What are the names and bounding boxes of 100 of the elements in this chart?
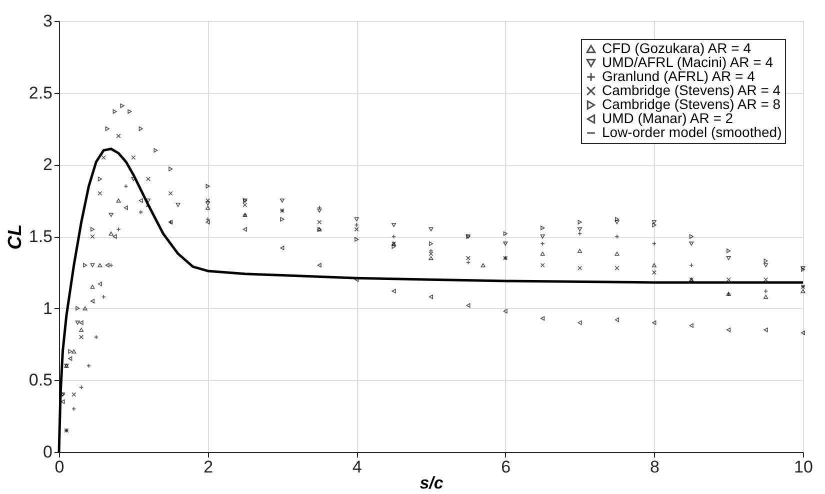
point	[90, 263, 95, 268]
y-tick-label: 0.5	[28, 370, 52, 390]
point	[90, 284, 95, 289]
point	[652, 270, 656, 275]
point	[354, 217, 359, 222]
point	[578, 220, 582, 224]
point	[428, 227, 434, 232]
point	[83, 262, 88, 268]
point	[726, 256, 731, 260]
point	[428, 256, 434, 260]
point	[68, 356, 72, 361]
point	[317, 208, 322, 213]
point	[98, 282, 102, 286]
point	[146, 198, 151, 203]
point	[90, 234, 95, 239]
point	[90, 227, 94, 232]
point	[242, 227, 248, 232]
point	[764, 277, 768, 282]
point	[764, 258, 768, 264]
point	[76, 306, 80, 311]
point	[128, 109, 132, 114]
point	[466, 303, 470, 308]
x-axis-title: s/c	[420, 474, 444, 492]
point	[726, 328, 731, 332]
point	[614, 318, 620, 322]
point	[614, 266, 620, 270]
point	[75, 320, 80, 325]
point	[689, 323, 694, 328]
point	[79, 334, 84, 340]
point	[206, 198, 210, 203]
point	[138, 126, 143, 132]
point	[428, 294, 434, 300]
y-tick-label: 1	[43, 298, 52, 318]
point	[540, 234, 545, 239]
point	[138, 198, 143, 203]
point	[800, 289, 806, 294]
point	[206, 220, 210, 224]
point	[108, 212, 114, 217]
point	[614, 220, 620, 224]
point	[116, 134, 121, 138]
point	[689, 242, 694, 246]
point	[726, 277, 731, 282]
point	[540, 316, 545, 321]
point	[503, 308, 508, 314]
x-tick-label: 6	[501, 458, 511, 476]
point	[72, 406, 76, 412]
point	[168, 166, 173, 172]
point	[503, 231, 508, 236]
point	[280, 198, 284, 203]
legend-label: CFD (Gozukara) AR = 4	[602, 40, 752, 56]
point	[176, 202, 180, 207]
point	[392, 222, 396, 228]
point	[68, 349, 72, 354]
point	[540, 252, 545, 256]
point	[154, 148, 158, 153]
point	[764, 328, 768, 332]
point	[98, 176, 102, 182]
point	[614, 252, 620, 256]
point	[168, 191, 173, 196]
x-tick-label: 0	[54, 458, 64, 476]
point	[280, 216, 284, 222]
point	[317, 262, 322, 268]
point	[131, 155, 136, 160]
point	[146, 176, 151, 182]
point	[317, 220, 322, 224]
x-tick-label: 8	[650, 458, 660, 476]
point	[392, 288, 396, 294]
point	[124, 205, 128, 210]
point	[72, 392, 76, 397]
point	[90, 298, 94, 304]
point	[578, 266, 582, 270]
point	[98, 191, 102, 196]
point	[764, 263, 768, 268]
y-tick-label: 2.5	[28, 83, 52, 102]
point	[206, 184, 210, 188]
point	[280, 246, 284, 250]
point	[503, 242, 508, 246]
point	[105, 262, 110, 268]
point	[578, 248, 582, 253]
point	[800, 266, 806, 270]
point	[540, 262, 545, 268]
point	[206, 201, 210, 206]
point	[652, 263, 656, 268]
y-tick-label: 0	[43, 442, 52, 462]
y-tick-label: 1.5	[28, 227, 52, 246]
point	[112, 234, 117, 239]
point	[354, 237, 359, 242]
y-axis-title: CL	[4, 224, 26, 250]
point	[79, 320, 84, 325]
point	[116, 198, 121, 203]
point	[652, 220, 656, 224]
point	[578, 227, 582, 232]
point	[614, 216, 620, 222]
point	[112, 109, 117, 114]
point	[108, 232, 114, 236]
point	[79, 328, 84, 332]
point	[206, 206, 210, 210]
point	[652, 320, 656, 325]
y-tick-label: 2	[43, 155, 52, 174]
point	[120, 103, 124, 108]
